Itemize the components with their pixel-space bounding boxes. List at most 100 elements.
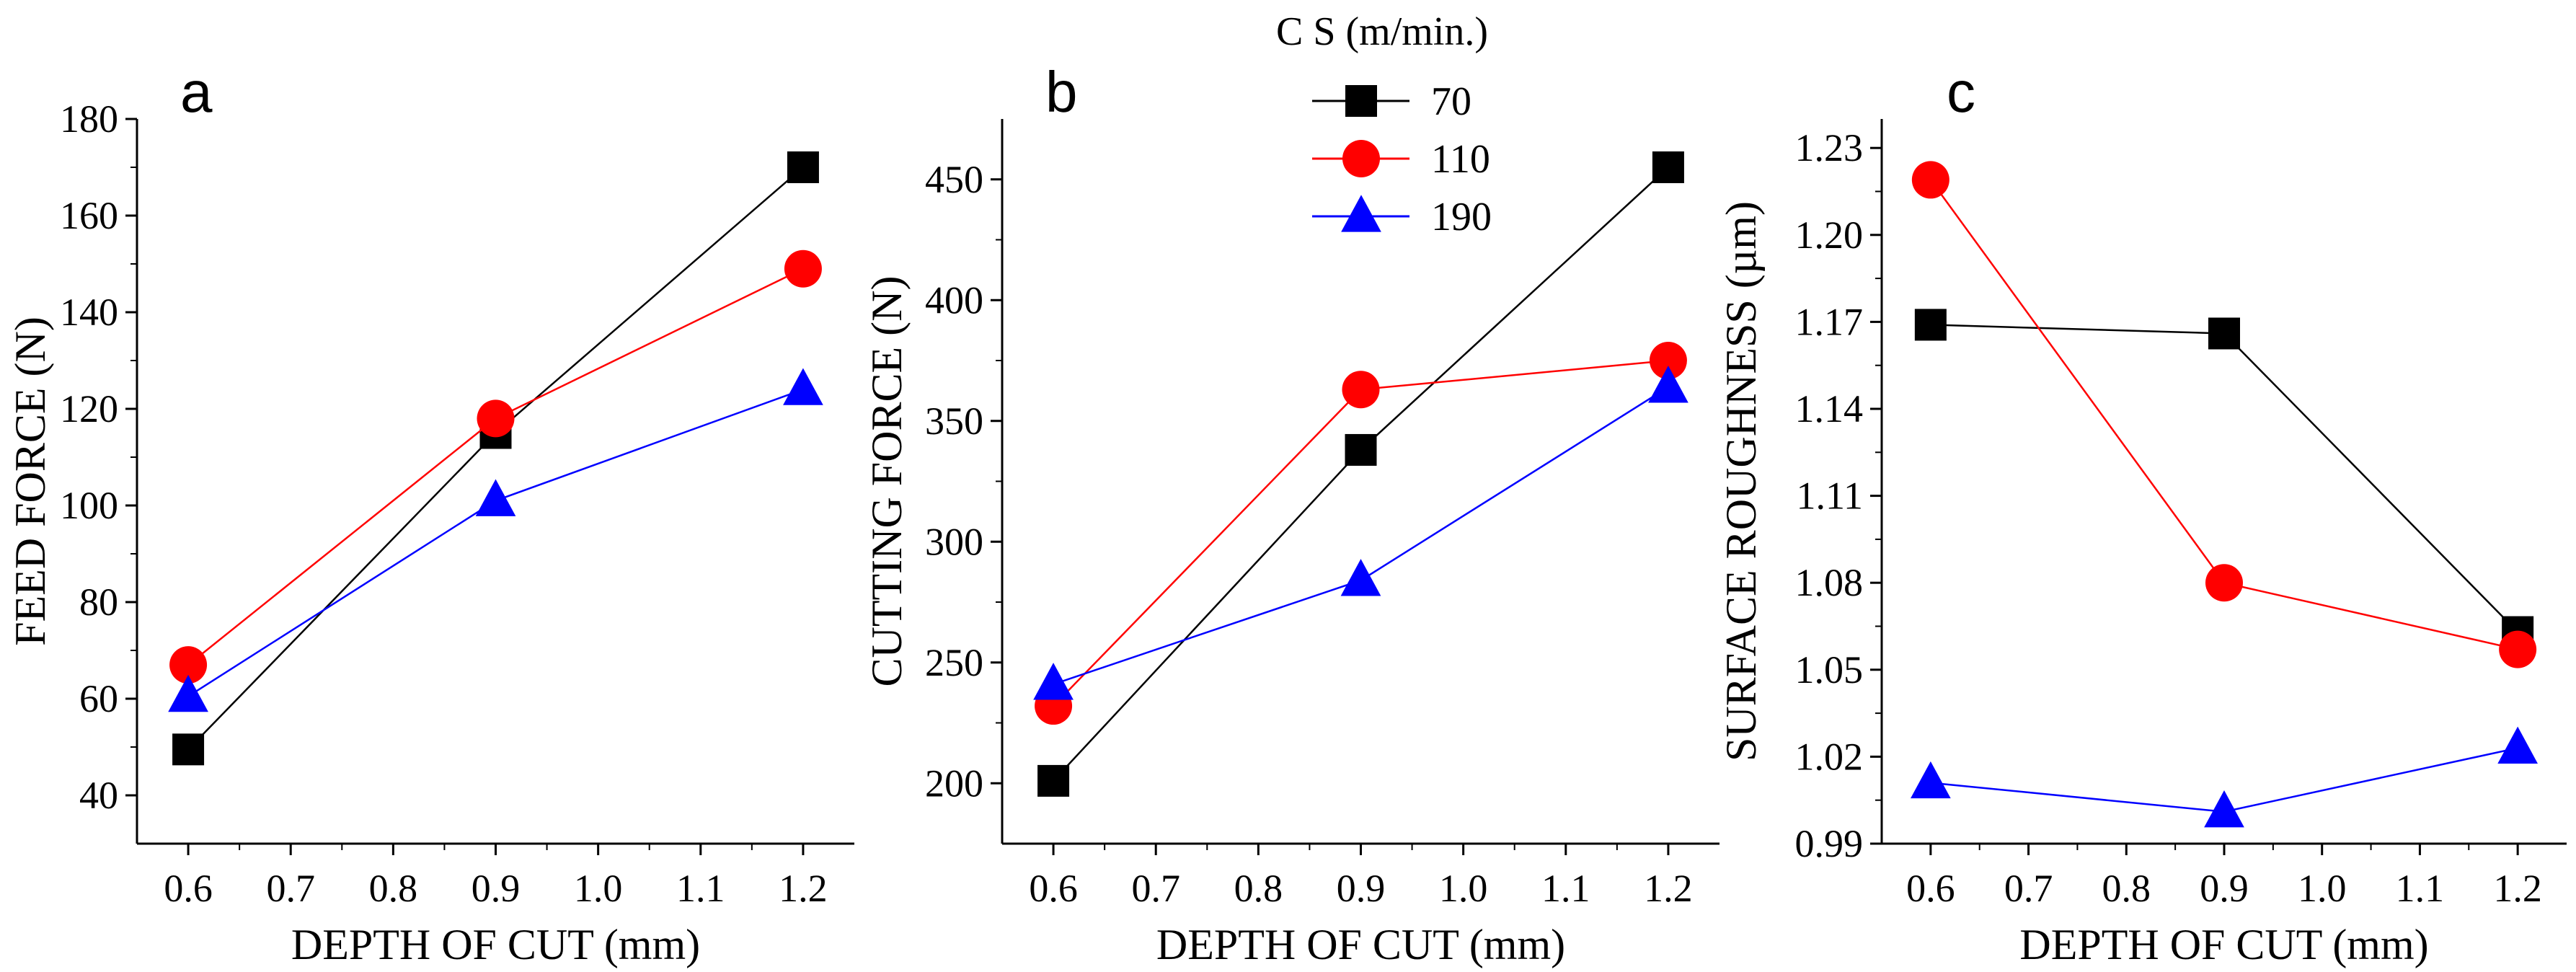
data-point	[168, 674, 208, 712]
x-tick-label: 0.9	[472, 867, 521, 910]
y-tick-label: 250	[925, 641, 983, 684]
data-point	[1648, 366, 1688, 403]
x-tick-label: 0.7	[2004, 867, 2053, 910]
data-point	[1652, 151, 1684, 183]
data-point	[1340, 559, 1381, 596]
series-110	[1911, 161, 2537, 668]
data-point	[1033, 663, 1074, 700]
x-axis-label: DEPTH OF CUT (mm)	[1156, 921, 1565, 968]
x-tick-label: 1.0	[1439, 867, 1488, 910]
x-tick-label: 0.9	[1337, 867, 1386, 910]
y-tick-label: 80	[79, 580, 118, 624]
data-point	[783, 368, 823, 405]
x-tick-label: 0.8	[1234, 867, 1283, 910]
y-tick-label: 1.20	[1795, 213, 1864, 257]
panel-label: a	[180, 60, 213, 124]
y-axis-label: FEED FORCE (N)	[6, 317, 54, 646]
series-line	[1053, 167, 1669, 782]
legend-label: 70	[1431, 79, 1471, 124]
y-tick-label: 40	[79, 774, 118, 817]
x-tick-label: 0.6	[164, 867, 213, 910]
x-axis-label: DEPTH OF CUT (mm)	[291, 921, 700, 968]
data-point	[169, 646, 208, 684]
y-tick-label: 450	[925, 158, 983, 201]
y-tick-label: 160	[60, 194, 118, 237]
series-110	[1035, 342, 1687, 725]
x-tick-label: 1.2	[779, 867, 828, 910]
panel-b: 0.6 0.7 0.8 0.9 1.0 1.1 1.2 200 250 300 350 400 450 D…	[863, 60, 1719, 968]
legend-title: C S (m/min.)	[1276, 9, 1488, 54]
x-tick-label: 0.8	[369, 867, 418, 910]
data-point	[1649, 342, 1687, 379]
y-tick-label: 100	[60, 484, 118, 527]
data-point	[1345, 433, 1377, 466]
x-tick-label: 1.1	[676, 867, 725, 910]
y-tick-label: 400	[925, 278, 983, 322]
y-tick-label: 1.11	[1797, 474, 1864, 518]
legend: C S (m/min.) 70 110 190	[1276, 9, 1492, 239]
legend-item-110: 110	[1312, 137, 1490, 182]
y-tick-label: 140	[60, 291, 118, 334]
y-tick-label: 1.05	[1795, 648, 1864, 692]
data-point	[2204, 790, 2244, 828]
data-point	[1911, 161, 1949, 199]
legend-item-190: 190	[1312, 195, 1492, 239]
legend-label: 110	[1431, 137, 1490, 182]
legend-item-70: 70	[1312, 79, 1471, 124]
x-tick-label: 1.2	[2493, 867, 2542, 910]
series-190	[168, 368, 823, 712]
x-tick-label: 0.9	[2200, 867, 2249, 910]
data-point	[1914, 309, 1947, 341]
series-line	[187, 167, 804, 751]
data-point	[784, 249, 822, 288]
series-110	[169, 249, 822, 684]
x-tick-label: 1.2	[1644, 867, 1693, 910]
series-line	[1053, 359, 1669, 707]
data-point	[2205, 564, 2243, 602]
y-tick-label: 1.17	[1795, 300, 1864, 343]
data-point	[2499, 630, 2537, 668]
legend-marker	[1342, 140, 1380, 177]
y-tick-label: 60	[79, 677, 118, 720]
x-tick-label: 0.8	[2102, 867, 2151, 910]
x-tick-label: 1.1	[2396, 867, 2445, 910]
x-tick-label: 0.7	[266, 867, 315, 910]
data-point	[172, 733, 205, 766]
data-point	[1342, 371, 1380, 409]
y-tick-label: 1.23	[1795, 126, 1864, 169]
x-tick-label: 1.0	[574, 867, 623, 910]
series-190	[1033, 366, 1688, 700]
x-tick-label: 0.7	[1131, 867, 1180, 910]
y-tick-label: 350	[925, 399, 983, 443]
y-tick-label: 0.99	[1795, 822, 1864, 865]
x-tick-label: 0.6	[1029, 867, 1078, 910]
series-line	[1053, 386, 1669, 686]
y-tick-label: 300	[925, 520, 983, 563]
panel-a: 0.6 0.7 0.8 0.9 1.0 1.1 1.2 40 60 80 100 120 140 160 1…	[6, 60, 854, 968]
series-line	[187, 268, 804, 666]
legend-label: 190	[1431, 195, 1492, 239]
series-70	[172, 151, 819, 766]
x-tick-label: 1.1	[1541, 867, 1590, 910]
x-axis-label: DEPTH OF CUT (mm)	[2019, 921, 2428, 968]
y-axis-label: CUTTING FORCE (N)	[863, 276, 911, 687]
y-tick-label: 1.14	[1795, 387, 1864, 430]
data-point	[2497, 726, 2538, 764]
data-point	[1037, 764, 1070, 797]
y-tick-label: 200	[925, 761, 983, 805]
data-point	[477, 399, 515, 438]
y-tick-label: 120	[60, 387, 118, 430]
panel-label: c	[1947, 60, 1975, 124]
y-axis-label: SURFACE ROUGHNESS (µm)	[1717, 201, 1765, 761]
x-tick-label: 0.6	[1906, 867, 1955, 910]
series-70	[1037, 151, 1684, 797]
series-190	[1911, 726, 2538, 828]
x-tick-label: 1.0	[2298, 867, 2347, 910]
legend-marker	[1341, 195, 1381, 232]
data-point	[1911, 761, 1951, 799]
y-tick-label: 1.02	[1795, 735, 1864, 778]
data-point	[787, 151, 819, 183]
y-tick-label: 180	[60, 97, 118, 141]
legend-marker	[1345, 85, 1377, 117]
